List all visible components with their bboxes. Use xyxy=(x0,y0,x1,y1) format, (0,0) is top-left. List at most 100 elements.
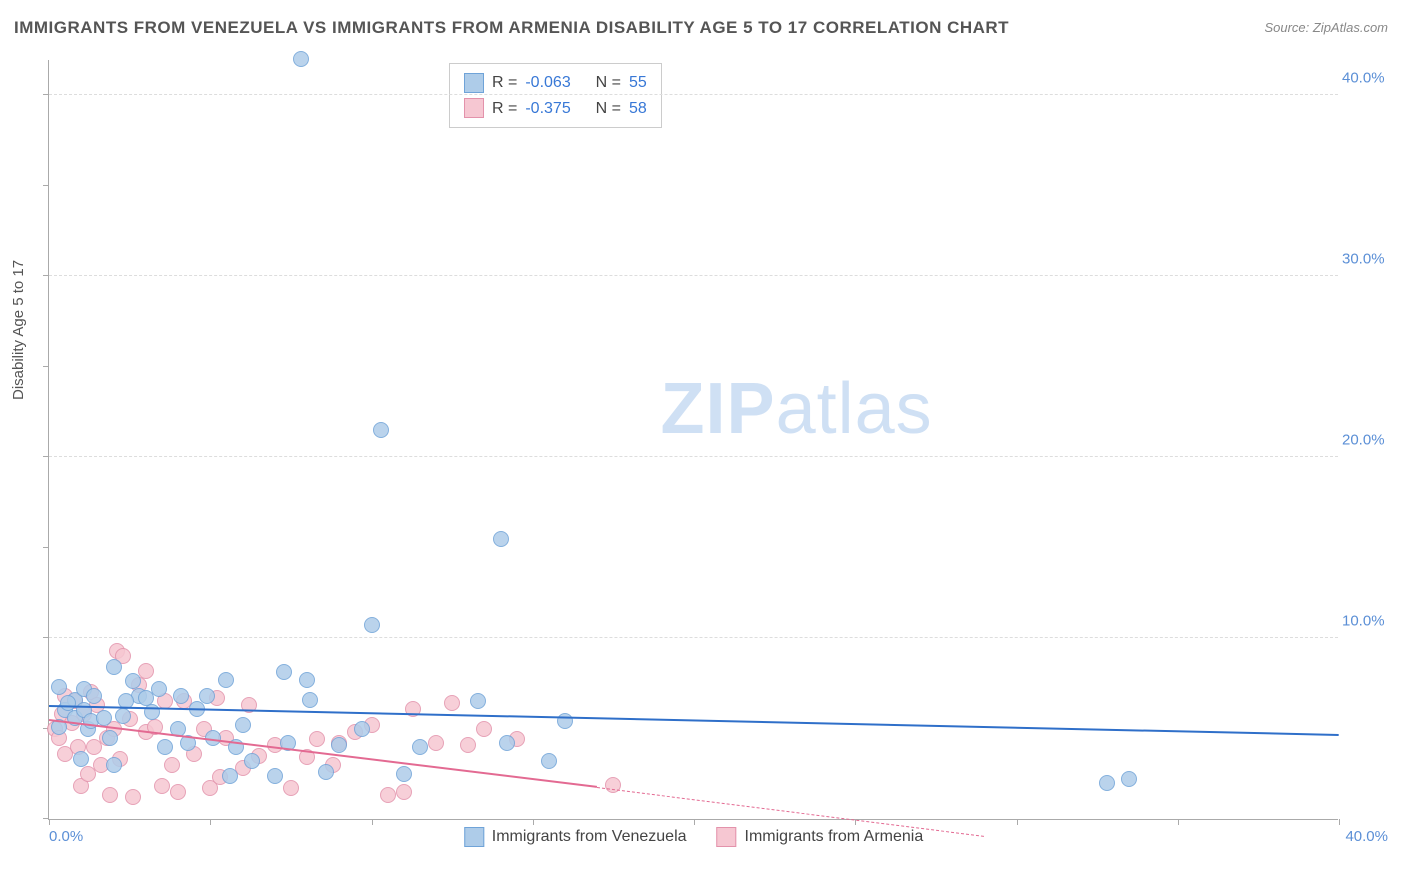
data-point xyxy=(102,787,118,803)
data-point xyxy=(302,692,318,708)
swatch-venezuela xyxy=(464,73,484,93)
data-point xyxy=(173,688,189,704)
data-point xyxy=(541,753,557,769)
watermark-zip: ZIP xyxy=(661,369,776,449)
x-tick-mark xyxy=(210,819,211,825)
data-point xyxy=(222,768,238,784)
chart-container: IMMIGRANTS FROM VENEZUELA VS IMMIGRANTS … xyxy=(0,0,1406,892)
data-point xyxy=(299,672,315,688)
data-point xyxy=(86,739,102,755)
data-point xyxy=(86,688,102,704)
r-value-venezuela: -0.063 xyxy=(525,70,570,96)
y-tick-label: 30.0% xyxy=(1342,251,1394,268)
x-tick-mark xyxy=(1178,819,1179,825)
chart-title: IMMIGRANTS FROM VENEZUELA VS IMMIGRANTS … xyxy=(14,18,1009,38)
data-point xyxy=(267,768,283,784)
source-label: Source: ZipAtlas.com xyxy=(1264,20,1388,35)
data-point xyxy=(493,531,509,547)
data-point xyxy=(235,717,251,733)
n-label: N = xyxy=(596,96,621,122)
x-tick-max: 40.0% xyxy=(1345,828,1388,845)
x-tick-mark xyxy=(372,819,373,825)
plot-area: ZIPatlas R = -0.063 N = 55 R = -0.375 N … xyxy=(48,60,1338,820)
n-value-venezuela: 55 xyxy=(629,70,647,96)
data-point xyxy=(115,708,131,724)
legend-label-venezuela: Immigrants from Venezuela xyxy=(492,828,687,846)
data-point xyxy=(428,735,444,751)
data-point xyxy=(138,663,154,679)
data-point xyxy=(318,764,334,780)
data-point xyxy=(396,784,412,800)
data-point xyxy=(102,730,118,746)
data-point xyxy=(331,737,347,753)
n-label: N = xyxy=(596,70,621,96)
data-point xyxy=(96,710,112,726)
data-point xyxy=(309,731,325,747)
data-point xyxy=(354,721,370,737)
swatch-armenia xyxy=(717,827,737,847)
watermark: ZIPatlas xyxy=(661,368,933,450)
gridline xyxy=(49,456,1338,457)
data-point xyxy=(244,753,260,769)
data-point xyxy=(444,695,460,711)
data-point xyxy=(1099,775,1115,791)
y-tick-label: 10.0% xyxy=(1342,613,1394,630)
x-tick-mark xyxy=(1339,819,1340,825)
r-label: R = xyxy=(492,70,517,96)
r-label: R = xyxy=(492,96,517,122)
gridline xyxy=(49,275,1338,276)
legend-row-venezuela: R = -0.063 N = 55 xyxy=(464,70,647,96)
data-point xyxy=(164,757,180,773)
r-value-armenia: -0.375 xyxy=(525,96,570,122)
y-axis-label: Disability Age 5 to 17 xyxy=(10,260,27,400)
gridline xyxy=(49,637,1338,638)
n-value-armenia: 58 xyxy=(629,96,647,122)
gridline xyxy=(49,94,1338,95)
legend-row-armenia: R = -0.375 N = 58 xyxy=(464,96,647,122)
y-tick-label: 40.0% xyxy=(1342,70,1394,87)
y-tick-mark xyxy=(43,185,49,186)
data-point xyxy=(170,784,186,800)
legend-label-armenia: Immigrants from Armenia xyxy=(745,828,924,846)
x-tick-mark xyxy=(533,819,534,825)
data-point xyxy=(276,664,292,680)
legend-item-venezuela: Immigrants from Venezuela xyxy=(464,827,687,847)
data-point xyxy=(1121,771,1137,787)
data-point xyxy=(151,681,167,697)
x-tick-min: 0.0% xyxy=(49,828,83,845)
data-point xyxy=(499,735,515,751)
y-tick-mark xyxy=(43,275,49,276)
y-tick-label: 20.0% xyxy=(1342,432,1394,449)
data-point xyxy=(380,787,396,803)
x-tick-mark xyxy=(49,819,50,825)
y-tick-mark xyxy=(43,547,49,548)
legend-item-armenia: Immigrants from Armenia xyxy=(717,827,924,847)
data-point xyxy=(396,766,412,782)
data-point xyxy=(460,737,476,753)
data-point xyxy=(125,789,141,805)
data-point xyxy=(60,695,76,711)
swatch-venezuela xyxy=(464,827,484,847)
data-point xyxy=(476,721,492,737)
data-point xyxy=(470,693,486,709)
data-point xyxy=(73,751,89,767)
y-tick-mark xyxy=(43,818,49,819)
y-tick-mark xyxy=(43,637,49,638)
data-point xyxy=(364,617,380,633)
data-point xyxy=(218,672,234,688)
y-tick-mark xyxy=(43,94,49,95)
data-point xyxy=(199,688,215,704)
data-point xyxy=(157,739,173,755)
data-point xyxy=(412,739,428,755)
data-point xyxy=(51,679,67,695)
data-point xyxy=(283,780,299,796)
y-tick-mark xyxy=(43,366,49,367)
data-point xyxy=(154,778,170,794)
series-legend: Immigrants from Venezuela Immigrants fro… xyxy=(464,827,923,847)
data-point xyxy=(293,51,309,67)
correlation-legend: R = -0.063 N = 55 R = -0.375 N = 58 xyxy=(449,63,662,128)
x-tick-mark xyxy=(694,819,695,825)
data-point xyxy=(106,757,122,773)
data-point xyxy=(373,422,389,438)
watermark-atlas: atlas xyxy=(776,369,933,449)
